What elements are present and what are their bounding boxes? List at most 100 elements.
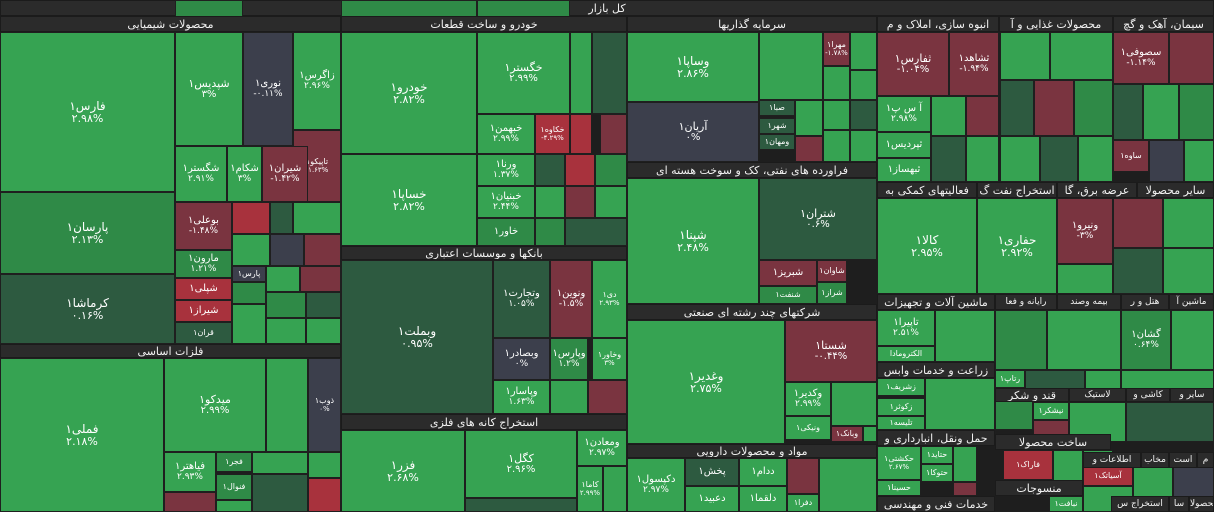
stock-tile-unlabeled[interactable] bbox=[850, 100, 877, 130]
stock-tile-unlabeled[interactable] bbox=[306, 292, 341, 318]
sector-header-mashin[interactable]: ماشین آلات و تجهیزات bbox=[877, 294, 995, 310]
stock-tile-unlabeled[interactable] bbox=[308, 452, 341, 478]
stock-tile-unlabeled[interactable] bbox=[995, 310, 1047, 370]
stock-tile-zob[interactable]: ذوب۱ ۰% bbox=[308, 358, 341, 452]
stock-tile-dabid[interactable]: دعبید۱ bbox=[685, 486, 739, 512]
sector-header-sayer2[interactable]: سا bbox=[1169, 496, 1189, 512]
stock-tile-vkhavar[interactable]: وخاور۱ ۳% bbox=[592, 338, 627, 380]
sector-header-anbuh[interactable]: انبوه سازی، املاک و م bbox=[877, 16, 999, 32]
sector-header-bime[interactable]: بیمه وصند bbox=[1057, 294, 1121, 310]
stock-tile-buali[interactable]: بوعلی۱ -۱.۴۸% bbox=[175, 202, 232, 250]
stock-tile-shnaft[interactable]: شنفت۱ bbox=[759, 286, 817, 304]
stock-tile-unlabeled[interactable] bbox=[1034, 80, 1074, 136]
stock-tile-ssufi[interactable]: سصوفی۱ -۱.۱۴% bbox=[1113, 32, 1169, 84]
stock-tile-unlabeled[interactable] bbox=[850, 70, 877, 100]
stock-tile-unlabeled[interactable] bbox=[232, 304, 266, 344]
stock-tile-khkave[interactable]: خکاوه۱ -۴.۲۹% bbox=[535, 114, 570, 154]
stock-tile-pakhsh[interactable]: پخش۱ bbox=[685, 458, 739, 486]
sector-header-sayer_mahsul[interactable]: سایر محصولا bbox=[1137, 182, 1214, 198]
stock-tile-asiatak[interactable]: آسیاتک۱ bbox=[1083, 466, 1133, 486]
stock-tile-rtap[interactable]: رتاپ۱ bbox=[995, 370, 1025, 388]
stock-tile-unlabeled[interactable] bbox=[232, 202, 270, 234]
stock-tile-unlabeled[interactable] bbox=[1163, 248, 1214, 294]
sector-header-estekhraj_s[interactable]: استخراج س bbox=[1111, 496, 1169, 512]
stock-tile-unlabeled[interactable] bbox=[863, 426, 877, 442]
sector-header-mansujat[interactable]: منسوجات bbox=[995, 480, 1083, 496]
sector-header-daruei[interactable]: مواد و محصولات دارویی bbox=[627, 444, 877, 458]
sector-header-rayane[interactable]: رایانه و فعا bbox=[995, 294, 1057, 310]
stock-tile-unlabeled[interactable] bbox=[600, 114, 627, 154]
stock-tile-vmaadan[interactable]: ومعادن۱ ۲.۹۷% bbox=[577, 430, 627, 466]
stock-tile-hafari[interactable]: حفاری۱ ۲.۹۲% bbox=[977, 198, 1057, 294]
sector-header-sakht[interactable]: ساخت محصولا bbox=[995, 434, 1111, 450]
stock-tile-parsn[interactable]: پارس۱ bbox=[232, 266, 266, 282]
stock-tile-aryan[interactable]: آریان۱ ۰% bbox=[627, 102, 759, 162]
stock-tile-saveh[interactable]: ساوه۱ bbox=[1113, 140, 1149, 172]
stock-tile-shtran[interactable]: شتران۱ ۰.۶% bbox=[759, 178, 877, 260]
stock-tile-tirdis[interactable]: ثپردیس۱ bbox=[877, 132, 931, 158]
stock-tile-foolad[interactable]: فملی۱ ۲.۱۸% bbox=[0, 358, 164, 512]
sector-header-siman[interactable]: سیمان، آهک و گچ bbox=[1113, 16, 1214, 32]
sector-header-felezat[interactable]: فلزات اساسی bbox=[0, 344, 341, 358]
sector-header-barq[interactable]: عرضه برق، گا bbox=[1057, 182, 1137, 198]
stock-tile-unlabeled[interactable] bbox=[550, 380, 588, 414]
stock-tile-unlabeled[interactable] bbox=[266, 318, 306, 344]
stock-tile-unlabeled[interactable] bbox=[931, 96, 966, 136]
stock-tile-unlabeled[interactable] bbox=[465, 498, 577, 512]
stock-tile-khbahman[interactable]: خبهمن۱ ۲.۹۹% bbox=[477, 114, 535, 154]
stock-tile-vpars[interactable]: وپارس۱ ۱.۲% bbox=[550, 338, 588, 380]
stock-tile-unlabeled[interactable] bbox=[535, 154, 565, 186]
sector-header-haml[interactable]: حمل ونقل، انبارداری و bbox=[877, 430, 995, 446]
stock-tile-unlabeled[interactable] bbox=[535, 218, 565, 246]
stock-tile-khsapa[interactable]: خساپا۱ ۲.۸۲% bbox=[341, 154, 477, 246]
stock-tile-unlabeled[interactable] bbox=[570, 114, 592, 154]
stock-tile-saba[interactable]: صبا۱ bbox=[759, 100, 795, 116]
stock-tile-unlabeled[interactable] bbox=[595, 154, 627, 186]
stock-tile-marun[interactable]: مارون۱ ۱.۲۱% bbox=[175, 250, 232, 278]
sector-header-chem[interactable]: محصولات شیمیایی bbox=[0, 16, 341, 32]
stock-tile-ghran[interactable]: قران۱ bbox=[175, 322, 232, 344]
stock-tile-unlabeled[interactable] bbox=[565, 154, 595, 186]
stock-tile-vasapa[interactable]: وساپا۱ ۲.۸۶% bbox=[627, 32, 759, 102]
stock-tile-khodro[interactable]: خودرو۱ ۲.۸۲% bbox=[341, 32, 477, 154]
stock-tile-unlabeled[interactable] bbox=[850, 32, 877, 70]
stock-tile-hsina[interactable]: حسینا۱ bbox=[877, 480, 921, 496]
stock-tile-fzar[interactable]: فزر۱ ۲.۶۸% bbox=[341, 430, 465, 512]
sector-header-ghaza[interactable]: محصولات غذایی و آ bbox=[999, 16, 1113, 32]
stock-tile-tapira[interactable]: تاپیرا۱ ۲.۵۱% bbox=[877, 310, 935, 346]
stock-tile-unlabeled[interactable] bbox=[1179, 84, 1214, 140]
stock-tile-unlabeled[interactable] bbox=[1171, 310, 1214, 370]
stock-tile-unlabeled[interactable] bbox=[1149, 140, 1184, 182]
stock-tile-unlabeled[interactable] bbox=[308, 478, 341, 512]
sector-header-estekhraj_naft[interactable]: استخراج نفت گ bbox=[977, 182, 1057, 198]
stock-tile-kala[interactable]: کالا۱ ۲.۹۵% bbox=[877, 198, 977, 294]
sector-header-bank[interactable]: بانکها و موسسات اعتباری bbox=[341, 246, 627, 260]
stock-tile-unlabeled[interactable] bbox=[759, 32, 823, 100]
stock-tile-unlabeled[interactable] bbox=[592, 32, 627, 114]
stock-tile-dkosel[interactable]: دکپسول۱ ۲.۹۷% bbox=[627, 458, 685, 512]
stock-tile-unlabeled[interactable] bbox=[831, 382, 877, 426]
stock-tile-unlabeled[interactable] bbox=[266, 358, 308, 452]
stock-tile-unlabeled[interactable] bbox=[1184, 140, 1214, 182]
stock-tile-shbriz[interactable]: شبریز۱ bbox=[759, 260, 817, 286]
stock-tile-fajr[interactable]: فجر۱ bbox=[216, 452, 252, 472]
stock-tile-nishkor[interactable]: نیشکر۱ bbox=[1033, 402, 1069, 420]
stock-tile-unlabeled[interactable] bbox=[966, 136, 999, 182]
stock-tile-vkadir[interactable]: وکدیر۱ ۲.۹۹% bbox=[785, 382, 831, 416]
stock-tile-shraz[interactable]: شراز۱ bbox=[817, 282, 847, 304]
stock-tile-unlabeled[interactable] bbox=[819, 458, 877, 512]
stock-tile-faraka[interactable]: فاراک۱ bbox=[1003, 450, 1053, 480]
sector-header-ghand[interactable]: قند و شکر bbox=[995, 388, 1069, 402]
sector-header-hotel[interactable]: هتل و ر bbox=[1121, 294, 1169, 310]
stock-tile-unlabeled[interactable] bbox=[1163, 198, 1214, 248]
stock-tile-tfars[interactable]: ثفارس۱ -۱.۰۴% bbox=[877, 32, 949, 96]
stock-tile-unlabeled[interactable] bbox=[266, 266, 300, 292]
stock-tile-unlabeled[interactable] bbox=[232, 234, 270, 266]
stock-tile-unlabeled[interactable] bbox=[270, 234, 304, 266]
stock-tile-khavar[interactable]: خاور۱ bbox=[477, 218, 535, 246]
stock-tile-vyasar[interactable]: وپاسار۱ ۱.۶۳% bbox=[493, 380, 550, 414]
stock-tile-unlabeled[interactable] bbox=[293, 202, 341, 234]
stock-tile-unlabeled[interactable] bbox=[935, 310, 995, 362]
stock-tile-ventra[interactable]: ورنا۱ ۱.۳۷% bbox=[477, 154, 535, 186]
stock-tile-shiraz[interactable]: شیراز۱ bbox=[175, 300, 232, 322]
